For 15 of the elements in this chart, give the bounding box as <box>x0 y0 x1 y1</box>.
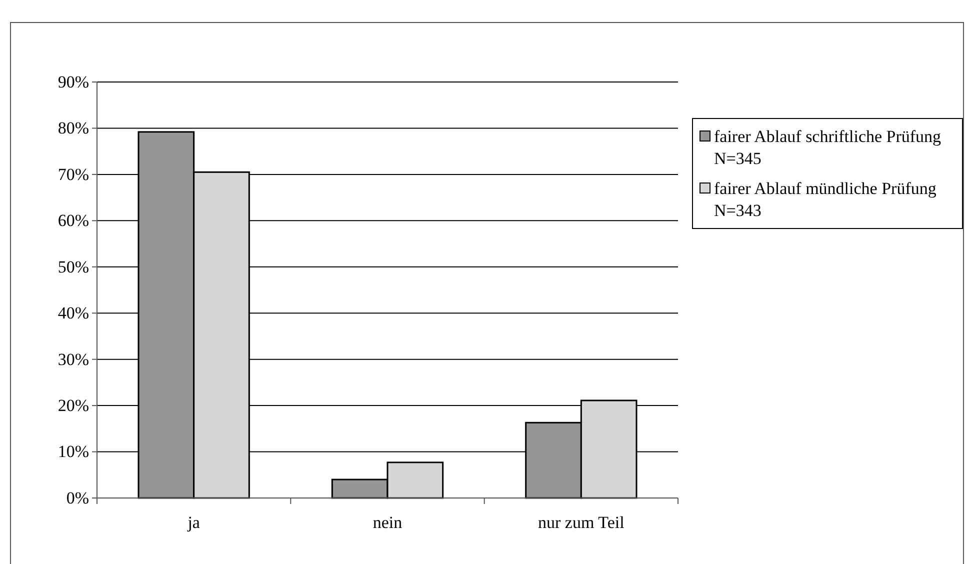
y-tick-label: 80% <box>58 118 89 138</box>
y-tick-label: 10% <box>58 442 89 462</box>
x-tick-label: nur zum Teil <box>538 513 625 532</box>
x-tick-label: ja <box>186 513 200 532</box>
y-tick-label: 60% <box>58 211 89 230</box>
y-tick-label: 50% <box>58 257 89 276</box>
y-tick-label: 20% <box>58 396 89 415</box>
legend-label: fairer Ablauf mündliche Prüfung N=343 <box>714 179 945 220</box>
y-tick-label: 70% <box>58 164 89 184</box>
y-tick-label: 90% <box>58 72 89 92</box>
y-tick-label: 40% <box>58 304 89 323</box>
legend-label: fairer Ablauf schriftliche Prüfung N=345 <box>714 127 950 168</box>
y-tick-label: 30% <box>58 350 89 369</box>
y-tick-label: 0% <box>66 488 89 508</box>
x-tick-label: nein <box>372 513 403 532</box>
